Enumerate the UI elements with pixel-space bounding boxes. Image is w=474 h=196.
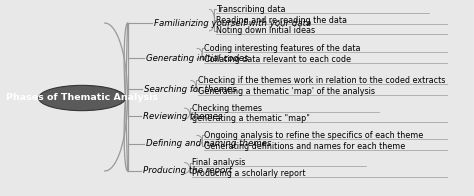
Text: Producing a scholarly report: Producing a scholarly report (191, 169, 305, 178)
Text: Reviewing themes: Reviewing themes (143, 112, 223, 121)
Text: Generating definitions and names for each theme: Generating definitions and names for eac… (204, 142, 405, 151)
Text: Checking if the themes work in relation to the coded extracts: Checking if the themes work in relation … (198, 76, 445, 85)
Text: Phases of Thematic Analysis: Phases of Thematic Analysis (6, 93, 158, 103)
Text: Defining and naming themes: Defining and naming themes (146, 139, 272, 148)
Text: Coding interesting features of the data: Coding interesting features of the data (204, 44, 361, 53)
Ellipse shape (38, 85, 126, 111)
Text: Transcribing data: Transcribing data (217, 5, 286, 14)
Text: Searching for themes: Searching for themes (144, 85, 237, 94)
Text: Generating initial codes: Generating initial codes (146, 54, 249, 63)
Text: Ongoing analysis to refine the specifics of each theme: Ongoing analysis to refine the specifics… (204, 131, 423, 140)
Text: Producing the report: Producing the report (143, 166, 232, 175)
Text: Checking themes: Checking themes (191, 104, 262, 113)
Text: Final analysis: Final analysis (191, 158, 245, 167)
Text: Noting down initial ideas: Noting down initial ideas (217, 26, 316, 35)
Text: generating a thematic "map": generating a thematic "map" (191, 114, 310, 123)
Text: Collating data relevant to each code: Collating data relevant to each code (204, 54, 351, 64)
Text: Familiarizing yourself with your data: Familiarizing yourself with your data (155, 19, 312, 28)
Text: Generating a thematic 'map' of the analysis: Generating a thematic 'map' of the analy… (198, 87, 375, 96)
Text: Reading and re-reading the data: Reading and re-reading the data (217, 16, 347, 25)
